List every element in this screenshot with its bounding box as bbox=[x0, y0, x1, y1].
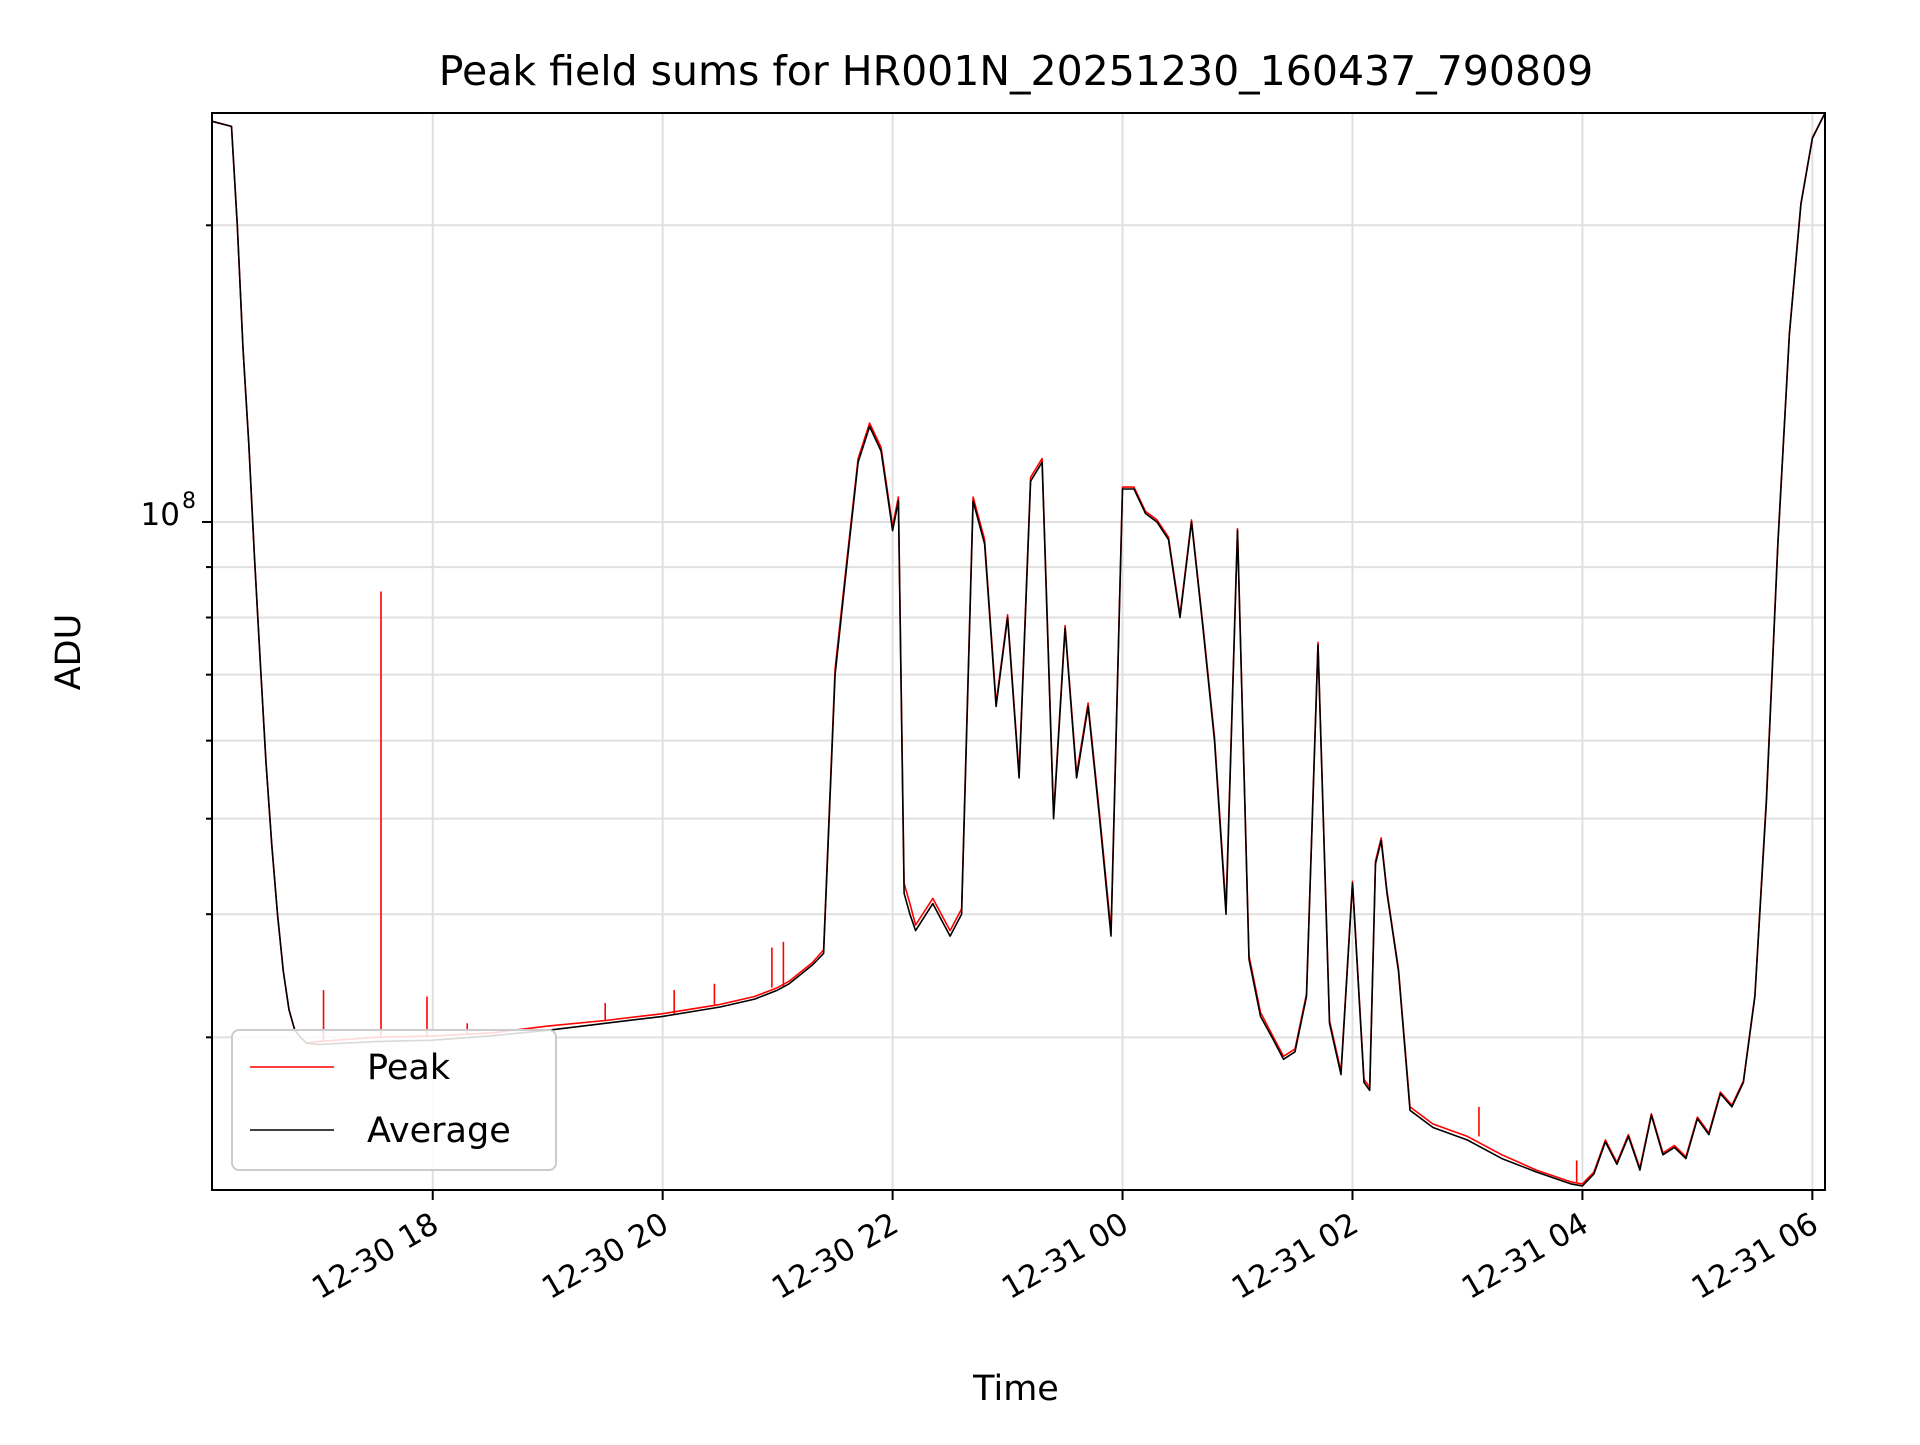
y-tick-label-exponent: 8 bbox=[182, 489, 196, 514]
grid bbox=[212, 113, 1825, 1190]
chart-title: Peak field sums for HR001N_20251230_1604… bbox=[439, 47, 1593, 95]
legend-label-average: Average bbox=[367, 1111, 511, 1151]
x-axis-label: Time bbox=[972, 1369, 1059, 1409]
legend-label-peak: Peak bbox=[367, 1048, 451, 1088]
y-axis-major-label: 10 8 bbox=[141, 489, 196, 533]
legend-box bbox=[231, 1029, 557, 1171]
y-tick-label-base: 10 bbox=[141, 497, 180, 533]
legend: Peak Average bbox=[231, 1029, 557, 1171]
plot-frame bbox=[211, 112, 1826, 1191]
y-axis-label: ADU bbox=[49, 614, 89, 691]
